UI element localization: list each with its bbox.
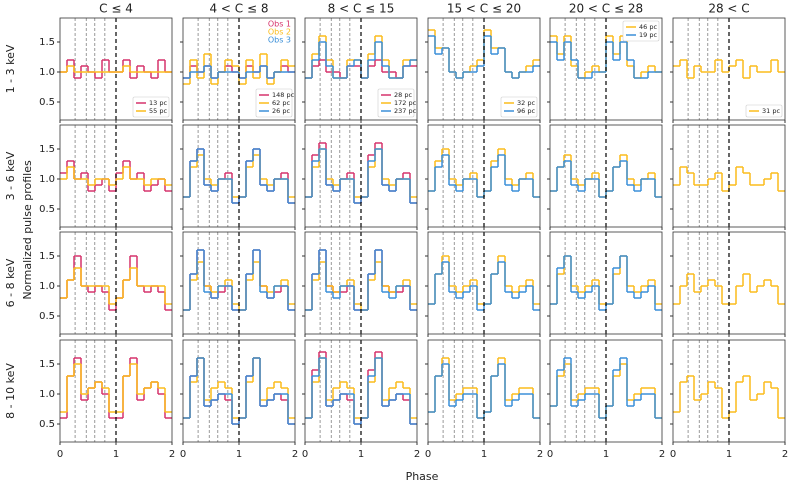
panel-title: 8 < C ≤ 15 <box>328 2 395 16</box>
legend-label: 62 pc <box>272 99 290 107</box>
legend-label: 46 pc <box>639 23 657 31</box>
y-tick-label: 1.5 <box>39 144 55 155</box>
x-tick-label: 1 <box>481 449 487 460</box>
y-tick-label: 1.0 <box>39 67 55 78</box>
plot-area <box>60 125 172 227</box>
legend-label: 55 pc <box>149 107 167 115</box>
x-tick-label: 1 <box>236 449 242 460</box>
panel-title: 15 < C ≤ 20 <box>447 2 521 16</box>
row-label: 8 - 10 keV <box>4 363 17 419</box>
legend-box <box>745 104 783 118</box>
plot-area <box>550 18 662 120</box>
plot-area <box>183 125 295 227</box>
step-riser <box>434 262 534 310</box>
step-riser <box>679 376 779 418</box>
plot-area <box>673 18 785 120</box>
plot-area <box>428 18 540 120</box>
x-tick-label: 2 <box>414 449 420 460</box>
x-tick-label: 1 <box>726 449 732 460</box>
y-tick-label: 1.0 <box>39 174 55 185</box>
legend-label: 19 pc <box>639 31 657 39</box>
x-tick-label: 0 <box>547 449 553 460</box>
x-tick-label: 0 <box>670 449 676 460</box>
plot-area <box>60 340 172 442</box>
legend-label: 28 pc <box>394 91 412 99</box>
legend-label: 148 pc <box>272 91 295 99</box>
step-riser <box>66 364 166 412</box>
legend-label: 32 pc <box>517 99 535 107</box>
row-label: 1 - 3 keV <box>4 44 17 93</box>
x-axis-label: Phase <box>406 470 439 483</box>
plot-area <box>305 340 417 442</box>
x-tick-label: 2 <box>169 449 175 460</box>
y-tick-label: 0.5 <box>39 97 55 108</box>
plot-area <box>305 125 417 227</box>
annotation: Obs 2 <box>268 28 291 37</box>
x-tick-label: 2 <box>292 449 298 460</box>
plot-area <box>183 340 295 442</box>
legend-label: 31 pc <box>762 107 780 115</box>
panel-title: 20 < C ≤ 28 <box>569 2 643 16</box>
plot-area <box>305 232 417 334</box>
plot-area <box>550 232 662 334</box>
legend-box <box>132 96 170 118</box>
x-tick-label: 0 <box>302 449 308 460</box>
y-tick-label: 0.5 <box>39 204 55 215</box>
y-tick-label: 0.5 <box>39 311 55 322</box>
plot-area <box>673 232 785 334</box>
x-tick-label: 0 <box>57 449 63 460</box>
annotation: Obs 1 <box>268 20 291 29</box>
y-tick-label: 0.5 <box>39 419 55 430</box>
plot-area <box>183 18 295 120</box>
legend-box <box>500 96 538 118</box>
step-riser <box>679 60 779 78</box>
step-riser <box>311 42 411 78</box>
y-tick-label: 1.5 <box>39 359 55 370</box>
x-tick-label: 2 <box>659 449 665 460</box>
legend-box <box>255 88 293 118</box>
x-tick-label: 0 <box>180 449 186 460</box>
step-riser <box>556 256 656 310</box>
plot-area <box>673 125 785 227</box>
legend-label: 26 pc <box>272 107 290 115</box>
plot-area <box>305 18 417 120</box>
panel-title: 4 < C ≤ 8 <box>209 2 268 16</box>
x-tick-label: 1 <box>358 449 364 460</box>
x-tick-label: 2 <box>782 449 788 460</box>
panel-title: 28 < C <box>708 2 749 16</box>
panel-title: C ≤ 4 <box>99 2 133 16</box>
step-riser <box>311 250 411 310</box>
x-tick-label: 2 <box>537 449 543 460</box>
x-tick-label: 1 <box>113 449 119 460</box>
step-riser <box>679 274 779 304</box>
row-label: 6 - 8 keV <box>4 258 17 307</box>
legend-label: 13 pc <box>149 99 167 107</box>
plot-area <box>428 232 540 334</box>
step-riser <box>66 66 131 72</box>
plot-area <box>428 125 540 227</box>
x-tick-label: 0 <box>425 449 431 460</box>
y-tick-label: 1.0 <box>39 281 55 292</box>
plot-area <box>60 232 172 334</box>
legend-box <box>622 20 660 42</box>
plot-area <box>550 125 662 227</box>
x-tick-label: 1 <box>603 449 609 460</box>
y-tick-label: 1.5 <box>39 37 55 48</box>
plot-area <box>183 232 295 334</box>
y-axis-label: Normalized pulse profiles <box>21 160 34 300</box>
legend-label: 96 pc <box>517 107 535 115</box>
plot-area <box>550 340 662 442</box>
y-tick-label: 1.5 <box>39 251 55 262</box>
plot-area <box>60 18 172 120</box>
annotation: Obs 3 <box>268 36 291 45</box>
legend-label: 172 pc <box>394 99 417 107</box>
legend-box <box>377 88 415 118</box>
row-label: 3 - 6 keV <box>4 151 17 200</box>
step-riser <box>189 250 289 310</box>
plot-area <box>428 340 540 442</box>
legend-label: 237 pc <box>394 107 417 115</box>
plot-area <box>673 340 785 442</box>
y-tick-label: 1.0 <box>39 389 55 400</box>
